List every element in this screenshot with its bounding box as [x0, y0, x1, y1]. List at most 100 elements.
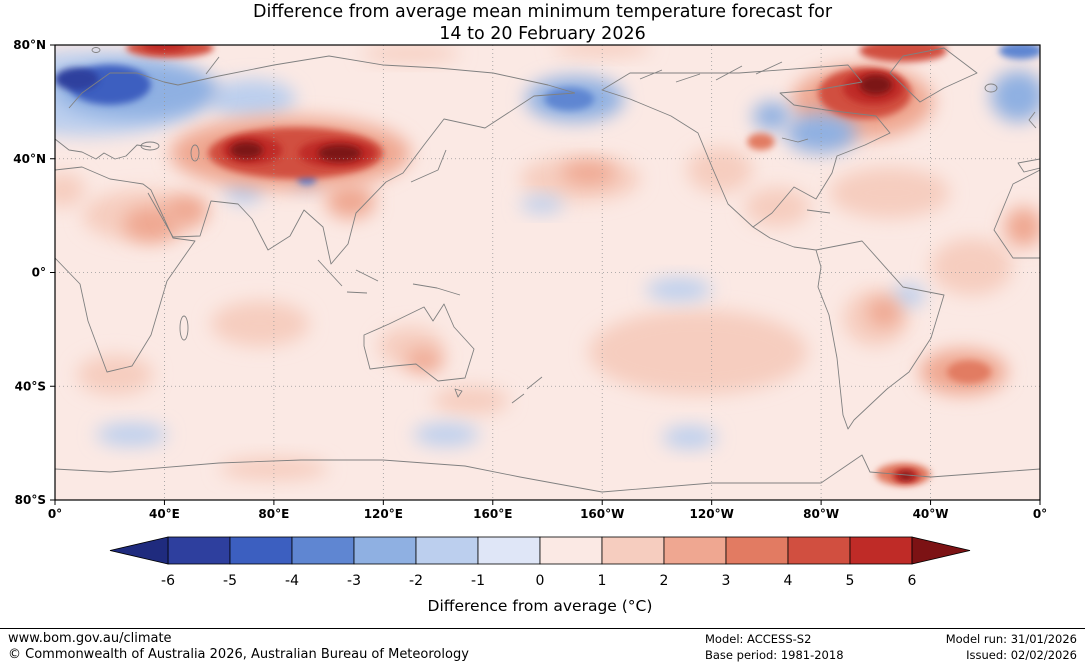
- colorbar-segment-11: [849, 536, 913, 565]
- colorbar-tick--5: -5: [223, 573, 237, 589]
- anomaly-arctic-ne-corner: [998, 45, 1040, 60]
- coastline-africa: [55, 166, 196, 373]
- lon-tick-label-9: 0°: [1033, 507, 1047, 521]
- lat-tick-label-1: 40°N: [13, 152, 46, 166]
- footer-copyright: © Commonwealth of Australia 2026, Austra…: [8, 647, 469, 662]
- colorbar-tick-6: 6: [908, 573, 917, 589]
- anomaly-indian-ocean: [210, 300, 310, 347]
- anomaly-brazil-core: [867, 298, 901, 327]
- anomaly-asia-inner-west: [230, 141, 263, 159]
- colorbar-label: Difference from average (°C): [428, 597, 653, 615]
- coastline-iberia-edge: [1017, 158, 1040, 173]
- anomaly-southern-ocean-australia: [413, 423, 480, 446]
- colorbar-tick-5: 5: [846, 573, 855, 589]
- footer-issued: Issued: 02/02/2026: [966, 648, 1077, 662]
- lat-tick-label-3: 40°S: [15, 379, 46, 393]
- anomaly-north-pacific-speck: [520, 195, 564, 213]
- anomaly-brazil-coast: [892, 283, 926, 307]
- coastlines: [55, 47, 1040, 493]
- axis-ticks-and-labels: 0° 40°E 80°E 120°E 160°E 160°W 120°W 80°W 40°W 0°…: [13, 38, 1047, 521]
- colorbar-tick-4: 4: [784, 573, 793, 589]
- footer-divider: [0, 628, 1085, 629]
- lon-tick-label-0: 0°: [48, 507, 62, 521]
- coastline-cuba: [806, 209, 831, 214]
- colorbar-segment-0: [167, 536, 231, 565]
- colorbar-tick--3: -3: [347, 573, 361, 589]
- lon-tick-label-3: 120°E: [364, 507, 403, 521]
- anomaly-southern-ocean-africa: [96, 423, 168, 446]
- anomaly-north-atlantic-east-edge: [990, 70, 1040, 122]
- colorbar: -6 -5 -4 -3 -2 -1 0 1 2 3 4 5 6 Difference from avera…: [109, 536, 971, 615]
- anomaly-south-china: [325, 184, 376, 219]
- coastline-arctic-islands: [639, 61, 783, 83]
- lon-tick-label-7: 80°W: [803, 507, 839, 521]
- anomaly-field: [55, 45, 1040, 486]
- coastline-indonesia: [317, 259, 379, 294]
- coastline-caspian-sea: [190, 144, 200, 162]
- colorbar-segment-9: [725, 536, 789, 565]
- title-line-2: 14 to 20 February 2026: [439, 24, 646, 44]
- anomaly-tropical-atlantic: [930, 238, 1013, 296]
- colorbar-tick--2: -2: [409, 573, 423, 589]
- colorbar-segment-6: [539, 536, 603, 565]
- anomaly-arctic-siberia-top: [361, 45, 461, 62]
- anomaly-west-africa-edge: [1004, 207, 1040, 247]
- coastline-japan: [410, 149, 447, 183]
- lon-tick-label-8: 40°W: [913, 507, 949, 521]
- coastline-north-america: [601, 64, 891, 228]
- lat-tick-label-0: 80°N: [13, 38, 46, 52]
- colorbar-tick--6: -6: [161, 573, 175, 589]
- coastline-greenland: [889, 47, 978, 103]
- anomaly-southern-ocean-pacific: [662, 426, 718, 449]
- colorbar-segment-7: [601, 536, 665, 565]
- anomaly-north-africa-west-edge: [55, 172, 86, 208]
- anomaly-greenland-top: [859, 45, 947, 63]
- anomaly-atlantic-subtropic: [829, 167, 950, 219]
- page-title: Difference from average mean minimum tem…: [0, 1, 1085, 45]
- anomaly-hudson-west: [752, 101, 792, 131]
- anomaly-australia-south: [405, 349, 444, 373]
- colorbar-segment-5: [477, 536, 541, 565]
- anomaly-equatorial-pacific: [646, 278, 712, 301]
- lat-tick-label-2: 0°: [32, 266, 46, 280]
- anomaly-asia-inner-east: [317, 144, 362, 162]
- colorbar-tick-1: 1: [598, 573, 607, 589]
- lat-tick-label-4: 80°S: [15, 493, 46, 507]
- colorbar-above-arrow: [911, 536, 971, 565]
- anomaly-arabia: [164, 195, 209, 225]
- lon-tick-label-2: 80°E: [258, 507, 289, 521]
- coastline-europe-south: [55, 138, 152, 160]
- lon-tick-label-1: 40°E: [149, 507, 180, 521]
- colorbar-segment-1: [229, 536, 293, 565]
- footer-base-period: Base period: 1981-2018: [705, 648, 844, 662]
- colorbar-tick-0: 0: [536, 573, 545, 589]
- colorbar-tick-3: 3: [722, 573, 731, 589]
- graticule-gridlines: [55, 45, 1040, 500]
- anomaly-arctic-alaska-top: [552, 45, 652, 57]
- anomaly-canada-inner: [859, 74, 893, 95]
- forecast-map-figure: 0° 40°E 80°E 120°E 160°E 160°W 120°W 80°W 40°W 0°…: [13, 38, 1047, 615]
- coastline-new-guinea: [412, 283, 461, 296]
- anomaly-sudan-red-sea: [123, 207, 179, 242]
- anomaly-tasman-southern-ocean: [432, 386, 510, 415]
- coastline-uk-edge: [1028, 111, 1037, 129]
- colorbar-tick--1: -1: [471, 573, 485, 589]
- lon-tick-label-4: 160°E: [473, 507, 512, 521]
- coastline-south-america: [815, 240, 945, 430]
- colorbar-segment-2: [291, 536, 355, 565]
- coastline-new-zealand: [511, 376, 543, 404]
- anomaly-bering-core: [544, 87, 595, 111]
- coastline-central-america: [752, 226, 817, 251]
- anomaly-west-siberia-tail: [208, 79, 296, 119]
- anomaly-us-north-spot: [747, 133, 775, 151]
- coastline-svalbard: [91, 47, 101, 53]
- coastline-great-lakes: [781, 137, 809, 143]
- footer-website: www.bom.gov.au/climate: [8, 631, 172, 646]
- anomaly-south-atlantic-core: [947, 360, 991, 384]
- colorbar-segment-10: [787, 536, 851, 565]
- anomaly-east-antarctica: [219, 457, 329, 481]
- coastline-antarctica: [55, 454, 1040, 493]
- anomaly-south-pacific-broad: [588, 309, 808, 395]
- coastline-novaya-zemlya: [205, 56, 220, 75]
